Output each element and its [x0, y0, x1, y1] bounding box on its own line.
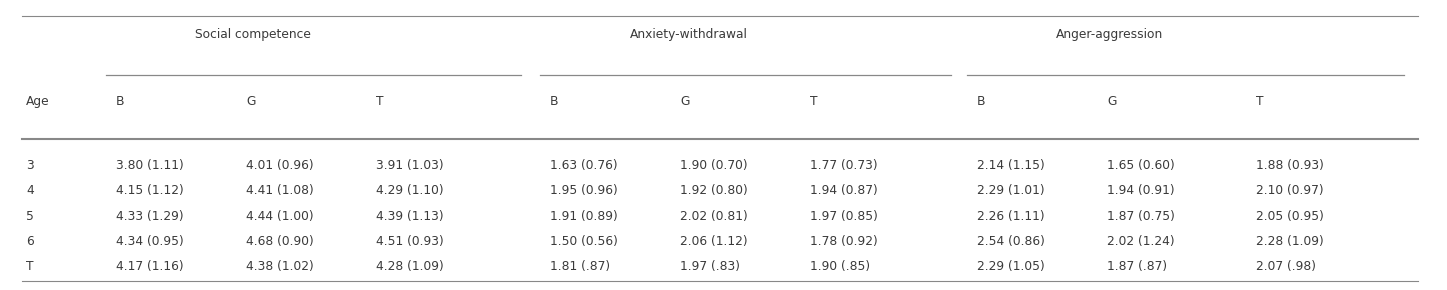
Text: 4.68 (0.90): 4.68 (0.90)	[246, 235, 314, 248]
Text: 1.63 (0.76): 1.63 (0.76)	[550, 159, 618, 172]
Text: 2.14 (1.15): 2.14 (1.15)	[977, 159, 1045, 172]
Text: Anger-aggression: Anger-aggression	[1056, 28, 1163, 41]
Text: 2.05 (0.95): 2.05 (0.95)	[1256, 210, 1324, 222]
Text: G: G	[246, 95, 255, 108]
Text: 1.87 (0.75): 1.87 (0.75)	[1107, 210, 1175, 222]
Text: 2.54 (0.86): 2.54 (0.86)	[977, 235, 1045, 248]
Text: 2.29 (1.05): 2.29 (1.05)	[977, 260, 1045, 273]
Text: 1.90 (0.70): 1.90 (0.70)	[680, 159, 748, 172]
Text: 4: 4	[26, 184, 33, 197]
Text: 4.51 (0.93): 4.51 (0.93)	[376, 235, 444, 248]
Text: 1.78 (0.92): 1.78 (0.92)	[810, 235, 878, 248]
Text: 2.26 (1.11): 2.26 (1.11)	[977, 210, 1045, 222]
Text: 4.15 (1.12): 4.15 (1.12)	[116, 184, 184, 197]
Text: 1.91 (0.89): 1.91 (0.89)	[550, 210, 618, 222]
Text: 2.06 (1.12): 2.06 (1.12)	[680, 235, 748, 248]
Text: 4.39 (1.13): 4.39 (1.13)	[376, 210, 444, 222]
Text: 4.38 (1.02): 4.38 (1.02)	[246, 260, 314, 273]
Text: G: G	[680, 95, 689, 108]
Text: T: T	[376, 95, 383, 108]
Text: Anxiety-withdrawal: Anxiety-withdrawal	[629, 28, 747, 41]
Text: 4.41 (1.08): 4.41 (1.08)	[246, 184, 314, 197]
Text: 2.07 (.98): 2.07 (.98)	[1256, 260, 1315, 273]
Text: 4.34 (0.95): 4.34 (0.95)	[116, 235, 184, 248]
Text: 4.01 (0.96): 4.01 (0.96)	[246, 159, 314, 172]
Text: 1.87 (.87): 1.87 (.87)	[1107, 260, 1168, 273]
Text: B: B	[550, 95, 559, 108]
Text: 1.97 (.83): 1.97 (.83)	[680, 260, 739, 273]
Text: T: T	[1256, 95, 1263, 108]
Text: 2.02 (1.24): 2.02 (1.24)	[1107, 235, 1175, 248]
Text: 1.50 (0.56): 1.50 (0.56)	[550, 235, 618, 248]
Text: 4.29 (1.10): 4.29 (1.10)	[376, 184, 444, 197]
Text: 4.17 (1.16): 4.17 (1.16)	[116, 260, 184, 273]
Text: 2.28 (1.09): 2.28 (1.09)	[1256, 235, 1324, 248]
Text: Social competence: Social competence	[195, 28, 311, 41]
Text: G: G	[1107, 95, 1116, 108]
Text: 1.88 (0.93): 1.88 (0.93)	[1256, 159, 1324, 172]
Text: 1.94 (0.87): 1.94 (0.87)	[810, 184, 878, 197]
Text: B: B	[116, 95, 124, 108]
Text: 1.95 (0.96): 1.95 (0.96)	[550, 184, 618, 197]
Text: 4.44 (1.00): 4.44 (1.00)	[246, 210, 314, 222]
Text: T: T	[26, 260, 33, 273]
Text: 5: 5	[26, 210, 33, 222]
Text: 4.28 (1.09): 4.28 (1.09)	[376, 260, 444, 273]
Text: 1.77 (0.73): 1.77 (0.73)	[810, 159, 878, 172]
Text: 1.90 (.85): 1.90 (.85)	[810, 260, 871, 273]
Text: 1.92 (0.80): 1.92 (0.80)	[680, 184, 748, 197]
Text: T: T	[810, 95, 818, 108]
Text: 1.65 (0.60): 1.65 (0.60)	[1107, 159, 1175, 172]
Text: 6: 6	[26, 235, 33, 248]
Text: 3: 3	[26, 159, 33, 172]
Text: 2.10 (0.97): 2.10 (0.97)	[1256, 184, 1324, 197]
Text: 1.94 (0.91): 1.94 (0.91)	[1107, 184, 1175, 197]
Text: Age: Age	[26, 95, 49, 108]
Text: 3.91 (1.03): 3.91 (1.03)	[376, 159, 444, 172]
Text: 1.81 (.87): 1.81 (.87)	[550, 260, 611, 273]
Text: 2.29 (1.01): 2.29 (1.01)	[977, 184, 1045, 197]
Text: 3.80 (1.11): 3.80 (1.11)	[116, 159, 184, 172]
Text: B: B	[977, 95, 985, 108]
Text: 1.97 (0.85): 1.97 (0.85)	[810, 210, 878, 222]
Text: 2.02 (0.81): 2.02 (0.81)	[680, 210, 748, 222]
Text: 4.33 (1.29): 4.33 (1.29)	[116, 210, 184, 222]
